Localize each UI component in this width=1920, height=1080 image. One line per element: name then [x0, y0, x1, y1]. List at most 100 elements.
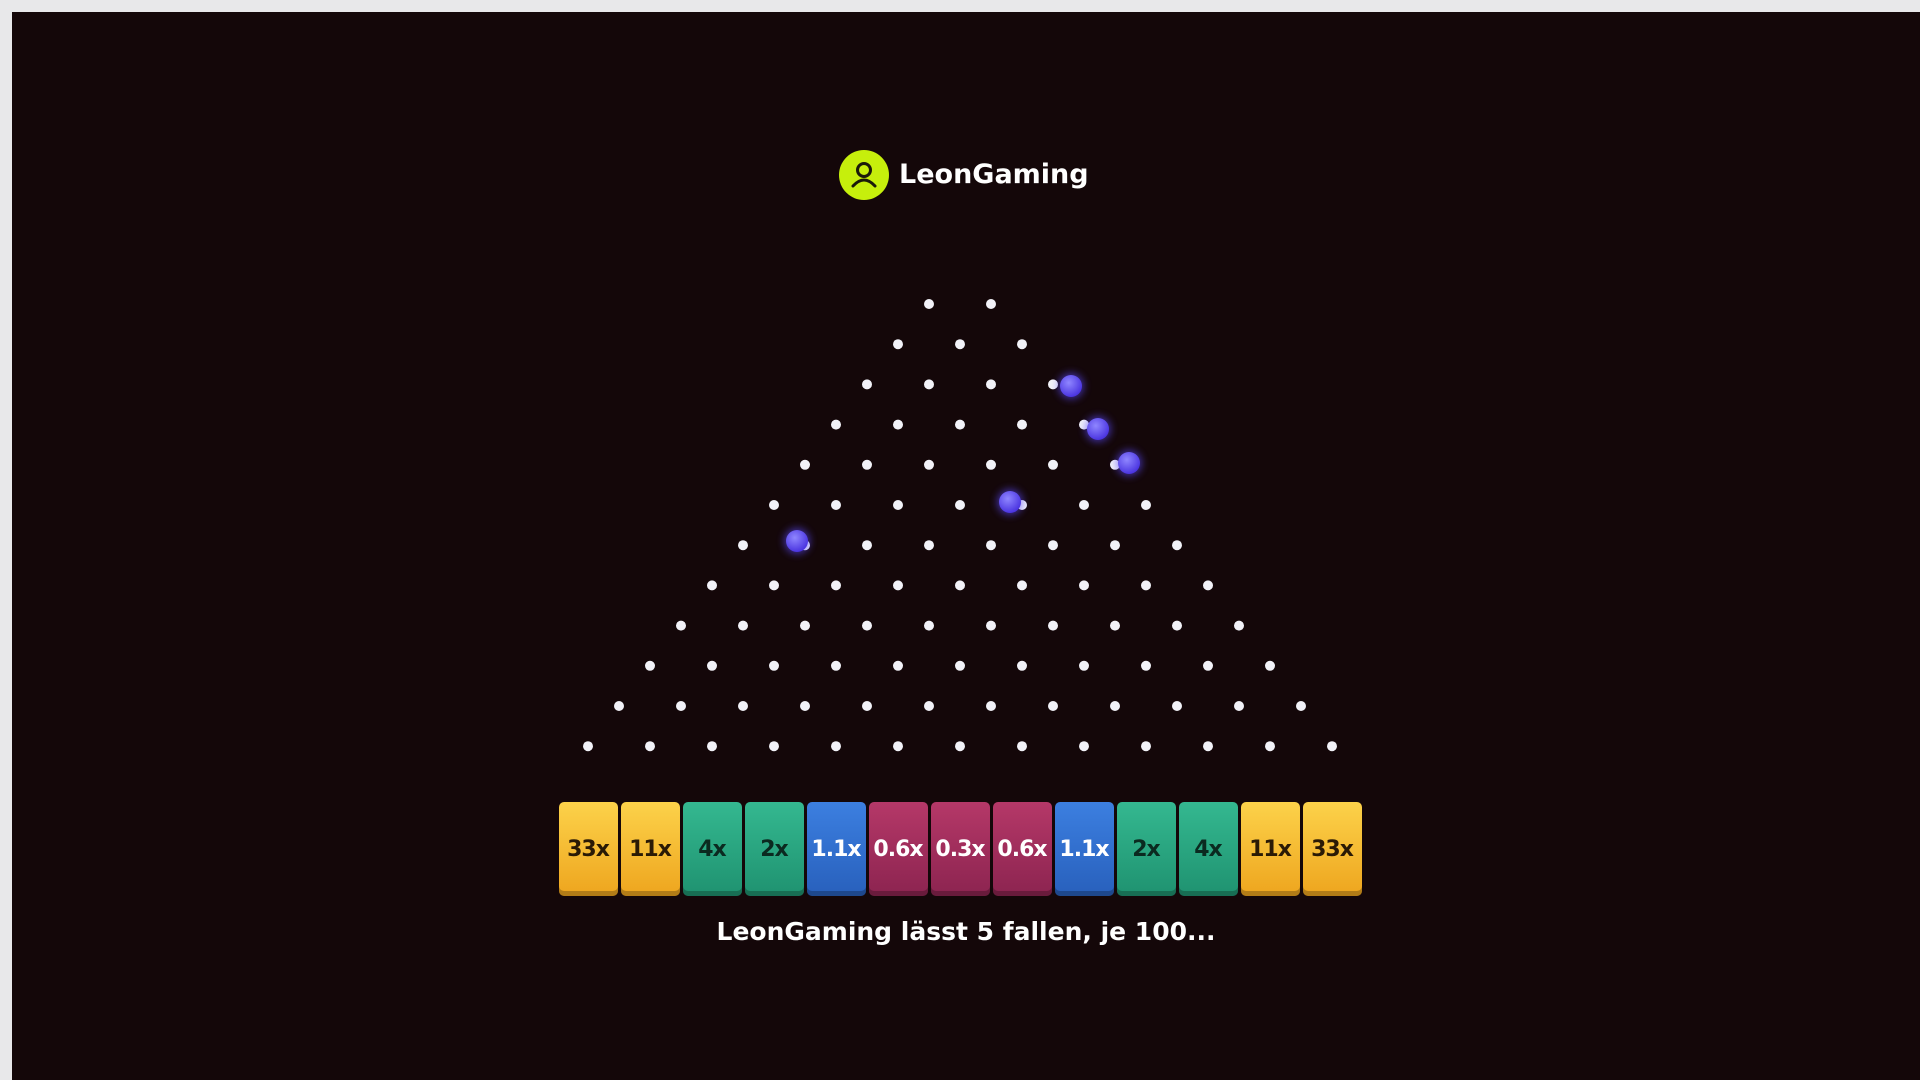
- peg: [893, 741, 903, 752]
- balls: [784, 373, 1142, 554]
- peg: [831, 660, 841, 671]
- peg: [1203, 580, 1213, 591]
- peg: [893, 419, 903, 430]
- multiplier-bucket: 4x: [682, 802, 742, 896]
- peg: [924, 620, 934, 631]
- peg: [1079, 741, 1089, 752]
- peg: [769, 741, 779, 752]
- peg: [583, 741, 593, 752]
- peg: [986, 459, 996, 470]
- peg: [1017, 419, 1027, 430]
- peg: [738, 540, 748, 551]
- peg: [769, 500, 779, 510]
- peg: [1141, 741, 1151, 752]
- peg: [831, 580, 841, 591]
- peg: [1172, 701, 1182, 711]
- peg: [800, 620, 810, 631]
- peg: [862, 701, 872, 711]
- peg: [1048, 540, 1058, 551]
- peg: [1048, 620, 1058, 631]
- peg: [955, 500, 965, 510]
- peg: [645, 741, 655, 752]
- multiplier-bucket: 0.6x: [868, 802, 928, 896]
- peg: [1048, 459, 1058, 470]
- multiplier-row: 33x 11x 4x 2x 1.1x 0.6x 0.3x 0.6x 1.1x 2…: [12, 802, 1920, 898]
- peg: [1048, 701, 1058, 711]
- peg: [676, 620, 686, 631]
- peg: [676, 701, 686, 711]
- peg: [800, 459, 810, 470]
- peg: [1079, 500, 1089, 510]
- peg: [1017, 339, 1027, 350]
- peg: [924, 379, 934, 390]
- peg: [1234, 620, 1244, 631]
- peg: [1141, 500, 1151, 510]
- game-screen: LeonGaming 33x 11x 4x 2x 1.1x 0.6x 0.3x …: [12, 12, 1920, 1080]
- peg: [862, 459, 872, 470]
- peg: [924, 540, 934, 551]
- multiplier-bucket: 1.1x: [1054, 802, 1114, 896]
- peg: [614, 701, 624, 711]
- multiplier-bucket: 11x: [1240, 802, 1300, 896]
- peg: [707, 741, 717, 752]
- peg: [1141, 580, 1151, 591]
- multiplier-bucket: 33x: [558, 802, 618, 896]
- peg: [1265, 660, 1275, 671]
- multiplier-bucket: 2x: [1116, 802, 1176, 896]
- peg: [1234, 701, 1244, 711]
- peg: [769, 660, 779, 671]
- peg: [1110, 701, 1120, 711]
- peg: [707, 580, 717, 591]
- peg: [1017, 660, 1027, 671]
- peg: [769, 580, 779, 591]
- peg: [1203, 741, 1213, 752]
- peg: [924, 701, 934, 711]
- ball: [1058, 373, 1084, 399]
- peg: [1203, 660, 1213, 671]
- peg: [831, 500, 841, 510]
- username: LeonGaming: [899, 159, 1089, 190]
- peg: [1296, 701, 1306, 711]
- peg: [893, 339, 903, 350]
- ball: [1116, 450, 1142, 476]
- avatar-icon: [839, 150, 889, 200]
- ball: [784, 528, 810, 554]
- peg: [1327, 741, 1337, 752]
- peg: [1110, 540, 1120, 551]
- multiplier-bucket: 11x: [620, 802, 680, 896]
- plinko-board: [583, 299, 1337, 752]
- ball: [1085, 416, 1111, 442]
- peg: [862, 379, 872, 390]
- peg: [893, 660, 903, 671]
- status-message: LeonGaming lässt 5 fallen, je 100...: [716, 917, 1216, 946]
- peg: [893, 500, 903, 510]
- peg: [1172, 540, 1182, 551]
- peg: [955, 580, 965, 591]
- peg: [738, 701, 748, 711]
- multiplier-bucket: 2x: [744, 802, 804, 896]
- peg: [1141, 660, 1151, 671]
- peg: [1017, 741, 1027, 752]
- peg: [986, 379, 996, 390]
- peg: [1110, 620, 1120, 631]
- peg: [893, 580, 903, 591]
- peg: [645, 660, 655, 671]
- peg: [862, 620, 872, 631]
- peg: [738, 620, 748, 631]
- multiplier-bucket: 0.6x: [992, 802, 1052, 896]
- peg: [955, 339, 965, 350]
- peg: [1265, 741, 1275, 752]
- peg: [955, 741, 965, 752]
- multiplier-bucket: 0.3x: [930, 802, 990, 896]
- multiplier-bucket: 1.1x: [806, 802, 866, 896]
- peg: [955, 419, 965, 430]
- peg: [955, 660, 965, 671]
- peg: [986, 299, 996, 309]
- peg: [800, 701, 810, 711]
- peg: [924, 459, 934, 470]
- peg: [986, 540, 996, 551]
- peg: [862, 540, 872, 551]
- peg: [1079, 660, 1089, 671]
- peg: [831, 741, 841, 752]
- peg: [1079, 580, 1089, 591]
